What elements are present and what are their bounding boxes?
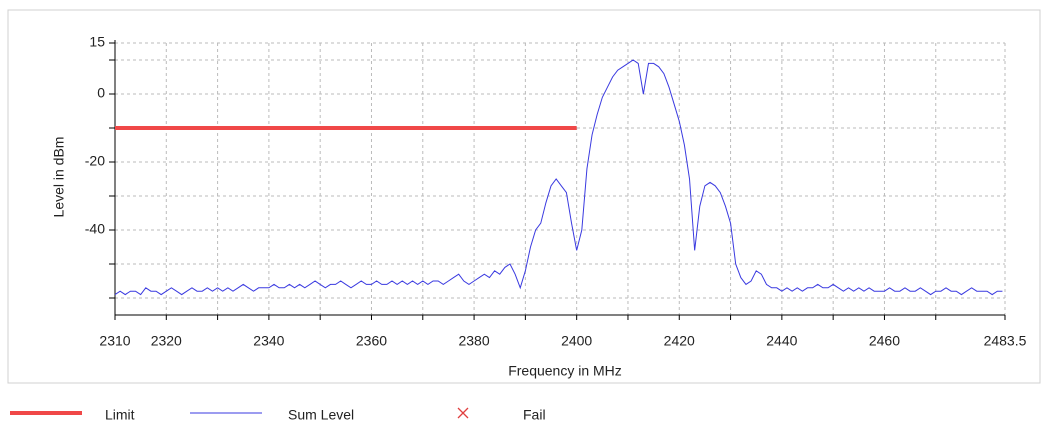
chart-frame — [7, 9, 1041, 384]
y-tick-label: 15 — [89, 34, 105, 50]
x-tick-label: 2320 — [151, 333, 182, 349]
x-tick-label: 2483.5 — [984, 333, 1027, 349]
y-tick-label: -40 — [85, 221, 105, 237]
y-tick-label: 0 — [97, 85, 105, 101]
legend-label: Sum Level — [288, 407, 354, 423]
x-tick-label: 2420 — [664, 333, 695, 349]
x-tick-label: 2310 — [99, 333, 130, 349]
x-tick-label: 2440 — [766, 333, 797, 349]
x-tick-label: 2380 — [458, 333, 489, 349]
y-axis-label: Level in dBm — [51, 137, 67, 218]
legend-label: Limit — [105, 407, 135, 423]
y-tick-label: -20 — [85, 153, 105, 169]
x-tick-label: 2360 — [356, 333, 387, 349]
x-tick-label: 2340 — [253, 333, 284, 349]
x-axis-label: Frequency in MHz — [508, 363, 622, 379]
x-tick-label: 2400 — [561, 333, 592, 349]
legend-symbol — [457, 407, 469, 419]
legend-label: Fail — [523, 407, 546, 423]
series-line — [114, 59, 1003, 296]
x-tick-label: 2460 — [869, 333, 900, 349]
